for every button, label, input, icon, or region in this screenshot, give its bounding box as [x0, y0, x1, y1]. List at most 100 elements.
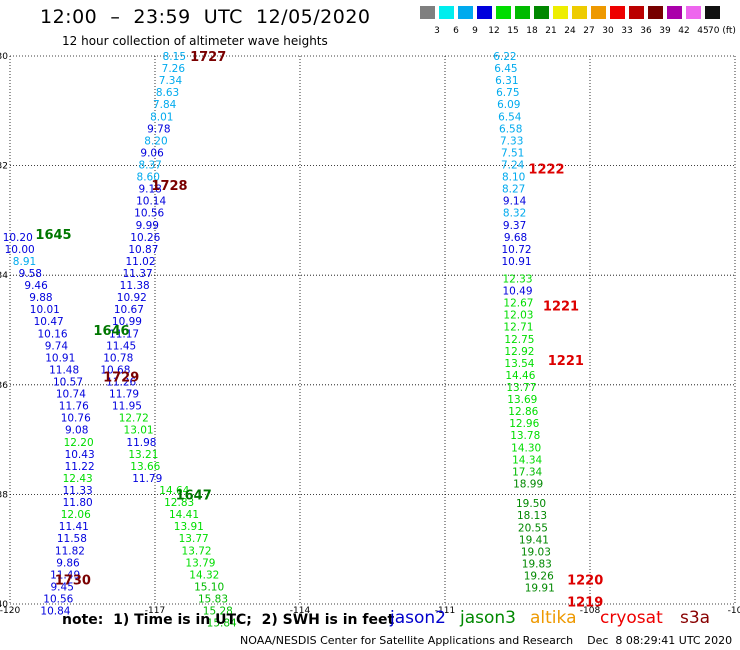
time-label: 1729 — [103, 371, 139, 386]
wave-height-label: 10.01 — [30, 304, 60, 316]
lon-tick-label: -120 — [0, 606, 20, 616]
wave-height-label: 8.91 — [13, 256, 36, 268]
time-label: 1221 — [543, 299, 579, 314]
wave-height-label: 9.74 — [45, 340, 69, 352]
wave-height-label: 9.68 — [504, 232, 527, 244]
wave-height-label: 9.37 — [503, 220, 526, 232]
wave-height-label: 9.06 — [140, 147, 164, 159]
wave-height-label: 11.33 — [63, 485, 93, 497]
wave-height-label: 18.13 — [517, 510, 547, 522]
wave-height-label: 10.99 — [112, 316, 142, 328]
color-scale-label: 39 — [659, 26, 671, 36]
lon-tick-label: -10 — [728, 606, 740, 616]
time-label: 1221 — [548, 354, 584, 369]
wave-height-label: 12.75 — [504, 334, 534, 346]
wave-height-label: 14.64 — [159, 485, 189, 497]
color-scale-label: 70 (ft) — [708, 26, 736, 36]
satellite-name: s3a — [680, 608, 711, 628]
color-scale-label: 33 — [621, 26, 633, 36]
time-label: 1727 — [190, 50, 226, 65]
lat-tick-label: -30 — [0, 52, 8, 62]
color-swatch — [496, 6, 511, 19]
color-scale-label: 3 — [434, 26, 440, 36]
wave-height-label: 9.86 — [56, 557, 80, 569]
color-swatch — [629, 6, 644, 19]
color-scale-label: 30 — [602, 26, 614, 36]
wave-height-label: 10.56 — [134, 208, 164, 220]
color-swatch — [515, 6, 530, 19]
wave-height-label: 9.18 — [138, 184, 161, 196]
wave-height-label: 13.77 — [179, 533, 209, 545]
wave-height-label: 10.91 — [502, 256, 532, 268]
page-subtitle: 12 hour collection of altimeter wave hei… — [62, 34, 328, 48]
wave-height-label: 6.31 — [495, 75, 518, 87]
color-scale-label: 18 — [526, 26, 538, 36]
color-scale-label: 24 — [564, 26, 576, 36]
wave-height-label: 12.06 — [61, 509, 91, 521]
wave-height-label: 6.09 — [497, 99, 520, 111]
time-label: 1730 — [55, 573, 91, 588]
color-scale-label: 6 — [453, 26, 459, 36]
wave-height-label: 8.10 — [502, 172, 525, 184]
wave-height-label: 19.91 — [525, 583, 555, 595]
lat-tick-label: -40 — [0, 600, 8, 610]
wave-height-label: 14.32 — [189, 569, 219, 581]
color-swatch — [439, 6, 454, 19]
wave-height-label: 12.92 — [504, 346, 534, 358]
color-swatch — [705, 6, 720, 19]
wave-height-label: 11.22 — [65, 461, 95, 473]
wave-height-label: 7.24 — [501, 160, 525, 172]
wave-height-label: 12.86 — [508, 406, 538, 418]
wave-height-label: 10.47 — [34, 316, 64, 328]
wave-height-label: 10.76 — [61, 413, 91, 425]
wave-height-label: 10.87 — [128, 244, 158, 256]
wave-height-label: 11.17 — [109, 328, 139, 340]
color-scale-label: 21 — [545, 26, 557, 36]
units-note: note: 1) Time is in UTC; 2) SWH is in fe… — [62, 612, 395, 628]
wave-height-label: 6.58 — [499, 123, 522, 135]
wave-height-label: 11.38 — [120, 280, 150, 292]
wave-height-label: 7.34 — [159, 75, 183, 87]
wave-height-label: 9.14 — [503, 196, 527, 208]
wave-height-label: 11.95 — [112, 401, 142, 413]
wave-height-label: 7.84 — [153, 99, 177, 111]
color-scale-label: 12 — [488, 26, 500, 36]
wave-height-label: 9.58 — [19, 268, 42, 280]
wave-height-label: 10.67 — [114, 304, 144, 316]
wave-height-label: 17.34 — [512, 466, 542, 478]
color-scale-label: 42 — [678, 26, 690, 36]
wave-height-label: 15.28 — [203, 606, 233, 618]
wave-height-label: 13.79 — [185, 557, 215, 569]
wave-height-label: 7.26 — [162, 63, 186, 75]
lon-tick-label: -117 — [145, 606, 165, 616]
wave-height-label: 12.83 — [164, 497, 194, 509]
wave-height-label: 8.37 — [138, 160, 161, 172]
wave-height-label: 10.43 — [65, 449, 95, 461]
wave-height-label: 13.69 — [507, 394, 537, 406]
color-scale-label: 15 — [507, 26, 519, 36]
wave-height-label: 10.74 — [56, 389, 86, 401]
lon-tick-label: -114 — [290, 606, 311, 616]
wave-height-label: 8.32 — [503, 208, 526, 220]
wave-height-label: 13.54 — [504, 358, 534, 370]
wave-height-label: 12.71 — [503, 322, 533, 334]
wave-height-label: 11.80 — [63, 497, 93, 509]
wave-height-label: 11.79 — [132, 473, 162, 485]
color-swatch — [572, 6, 587, 19]
credit-line: NOAA/NESDIS Center for Satellite Applica… — [240, 634, 733, 647]
wave-height-label: 13.78 — [510, 430, 540, 442]
color-swatch — [534, 6, 549, 19]
wave-height-label: 9.78 — [147, 123, 170, 135]
wave-height-label: 8.20 — [144, 135, 167, 147]
wave-height-label: 8.27 — [502, 184, 525, 196]
wave-height-label: 12.03 — [503, 310, 533, 322]
color-swatch — [420, 6, 435, 19]
wave-height-label: 14.34 — [512, 454, 542, 466]
wave-height-label: 11.41 — [59, 521, 89, 533]
wave-height-label: 6.45 — [494, 63, 517, 75]
wave-height-label: 10.14 — [136, 196, 166, 208]
satellite-name: cryosat — [600, 608, 663, 628]
lat-tick-label: -38 — [0, 490, 8, 500]
satellite-name: jason2 — [390, 608, 446, 628]
